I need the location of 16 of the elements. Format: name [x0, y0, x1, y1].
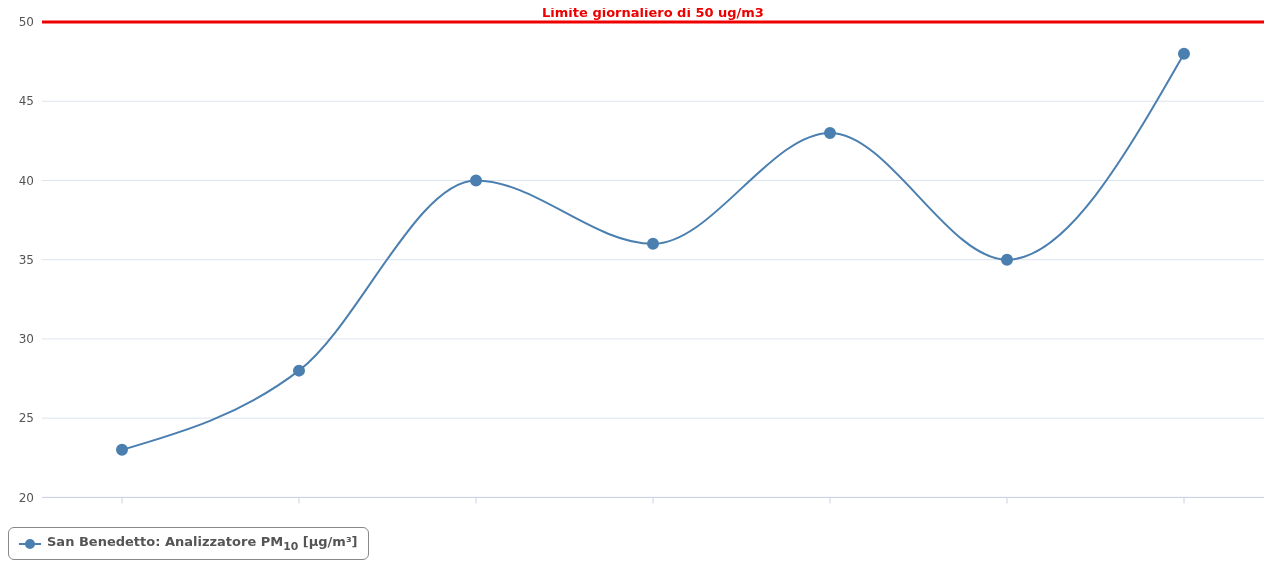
y-tick-label: 40: [18, 173, 34, 188]
y-tick-label: 45: [18, 94, 34, 109]
point: [116, 443, 128, 456]
y-tick-label: 20: [18, 490, 34, 505]
y-tick-label: 50: [18, 15, 34, 30]
legend-label: San Benedetto: Analizzatore PM$_{10}$ [µg/m³]: [47, 534, 358, 553]
y-tick-label: 30: [18, 332, 34, 347]
point: [1178, 47, 1190, 60]
y-tick-label: 25: [18, 411, 34, 426]
y-tick-label: 35: [18, 252, 34, 267]
point: [824, 126, 836, 139]
point: [293, 364, 305, 377]
point: [647, 237, 659, 250]
point: [470, 174, 482, 187]
point: [1001, 253, 1013, 266]
ref-line-label: Limite giornaliero di 50 ug/m3: [542, 5, 764, 20]
